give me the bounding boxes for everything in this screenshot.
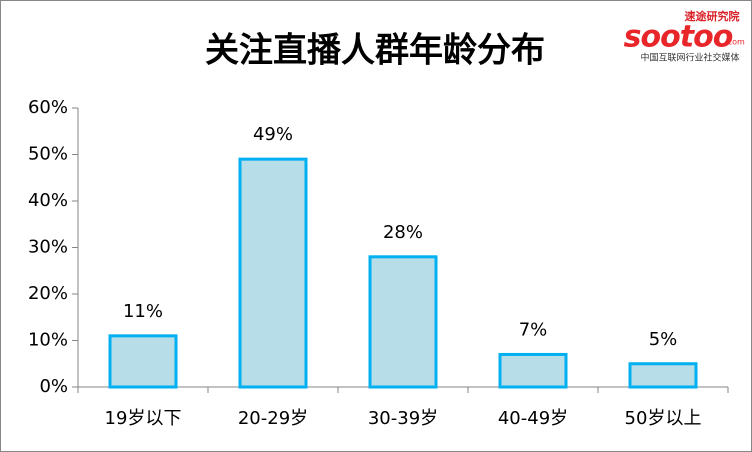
bar <box>108 334 178 389</box>
x-tick-label: 50岁以上 <box>625 408 702 429</box>
y-tick-label: 30% <box>28 237 68 258</box>
y-tick-label: 0% <box>39 376 68 397</box>
y-tick-label: 60% <box>28 97 68 118</box>
bar <box>238 157 308 389</box>
x-tick-label: 40-49岁 <box>498 408 568 429</box>
x-tick-label: 20-29岁 <box>238 408 308 429</box>
y-tick-label: 20% <box>28 283 68 304</box>
bar <box>628 362 698 389</box>
value-label: 5% <box>649 329 678 350</box>
value-label: 49% <box>253 124 293 145</box>
chart-title: 关注直播人群年龄分布 <box>205 31 545 71</box>
value-label: 11% <box>123 301 163 322</box>
y-tick-label: 10% <box>28 330 68 351</box>
logo-domain: .com <box>725 38 745 47</box>
x-tick-label: 30-39岁 <box>368 408 438 429</box>
bar <box>498 352 568 389</box>
y-tick-label: 50% <box>28 144 68 165</box>
logo-brand: sootoo <box>624 20 733 55</box>
value-label: 28% <box>383 222 423 243</box>
logo-tagline: 中国互联网行业社交媒体 <box>640 52 739 64</box>
bar <box>368 255 438 389</box>
x-tick-label: 19岁以下 <box>105 408 182 429</box>
value-label: 7% <box>519 319 548 340</box>
y-tick-label: 40% <box>28 190 68 211</box>
logo-name: 速途研究院 <box>685 9 740 23</box>
